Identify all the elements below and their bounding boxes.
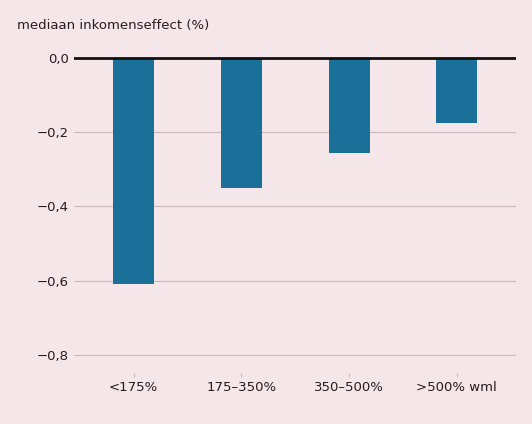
- Text: mediaan inkomenseffect (%): mediaan inkomenseffect (%): [17, 19, 209, 31]
- Bar: [113, 58, 154, 284]
- Bar: [436, 58, 477, 123]
- Bar: [221, 58, 262, 188]
- Bar: [329, 58, 370, 153]
